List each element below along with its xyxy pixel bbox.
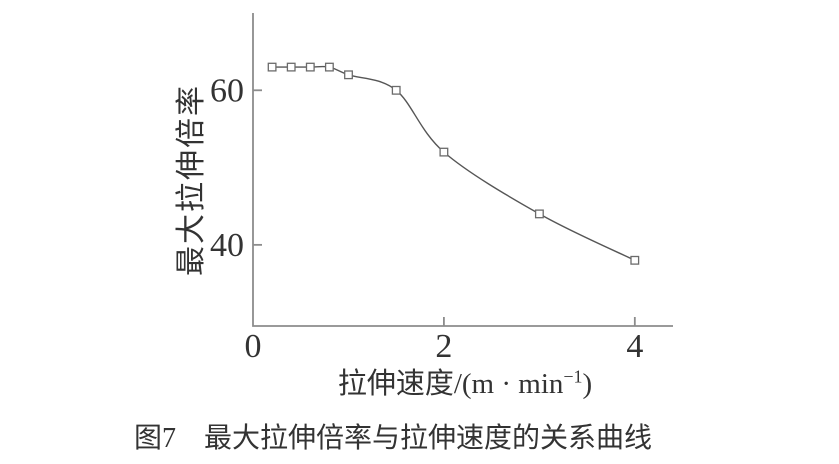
data-point-marker: [391, 85, 401, 95]
x-tick-label: 0: [245, 328, 262, 365]
data-point-marker: [439, 147, 449, 157]
data-point-marker: [305, 62, 315, 72]
data-point-marker: [267, 62, 277, 72]
x-axis-title-superscript: −1: [563, 366, 583, 387]
axes: [252, 13, 673, 327]
x-axis-title-text: 拉伸速度/(m · min: [337, 368, 564, 400]
y-axis-title: 最大拉伸倍率: [175, 84, 208, 276]
x-axis-title: 拉伸速度/(m · min−1): [338, 360, 592, 402]
data-point-marker: [630, 255, 640, 265]
data-point-marker: [286, 62, 296, 72]
y-tick-label: 40: [210, 227, 244, 264]
figure-caption: 图7 最大拉伸倍率与拉伸速度的关系曲线: [133, 423, 653, 454]
data-curve: [272, 65, 636, 261]
data-point-marker: [534, 209, 544, 219]
x-axis-title-close-paren: ): [582, 368, 593, 400]
data-point-marker: [324, 62, 334, 72]
x-tick-label: 2: [435, 328, 452, 365]
data-point-marker: [344, 70, 353, 80]
y-tick-label: 60: [210, 72, 244, 109]
x-tick-label: 4: [626, 328, 643, 365]
